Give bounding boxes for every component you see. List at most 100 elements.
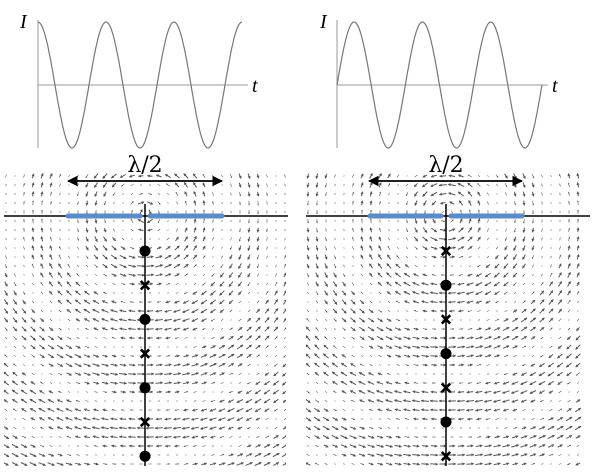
field-arrow <box>340 371 348 377</box>
field-arrow <box>112 283 116 285</box>
field-arrow <box>284 246 286 250</box>
field-arrow <box>92 435 100 439</box>
field-arrow <box>49 445 53 447</box>
field-arrow <box>119 264 127 268</box>
field-arrow <box>531 255 535 260</box>
field-arrow <box>110 309 118 313</box>
field-arrow <box>341 290 347 296</box>
field-arrow <box>559 246 561 250</box>
field-arrow <box>174 337 179 340</box>
field-arrow <box>358 317 366 323</box>
field-arrow <box>378 309 383 313</box>
field-arrow <box>239 191 242 197</box>
field-arrow <box>74 308 81 314</box>
field-arrow <box>4 354 8 358</box>
field-arrow <box>118 435 127 439</box>
field-arrow <box>360 254 364 260</box>
field-arrow <box>47 344 55 350</box>
field-arrow <box>414 200 418 206</box>
field-arrow <box>38 462 46 466</box>
field-arrow <box>4 371 9 377</box>
field-arrow <box>40 272 44 278</box>
field-arrow <box>64 417 73 421</box>
field-arrow <box>575 462 581 466</box>
field-arrow <box>201 345 207 349</box>
left-current-plot: I t <box>19 11 258 149</box>
field-arrow <box>412 282 420 286</box>
field-arrow <box>274 281 278 287</box>
field-arrow <box>210 281 216 287</box>
field-arrow <box>200 372 208 376</box>
field-arrow <box>266 355 268 357</box>
field-arrow <box>430 336 438 340</box>
field-arrow <box>156 282 162 286</box>
field-arrow <box>146 273 155 277</box>
field-arrow <box>360 245 364 251</box>
field-arrow <box>29 462 37 466</box>
field-arrow <box>322 353 329 359</box>
field-arrow <box>512 345 518 349</box>
field-arrow <box>421 462 430 466</box>
field-arrow <box>576 191 580 197</box>
field-arrow <box>110 372 119 376</box>
field-arrow <box>30 444 36 448</box>
field-arrow <box>130 193 134 195</box>
field-arrow <box>183 408 189 412</box>
field-arrow <box>538 380 546 386</box>
field-arrow <box>367 372 374 376</box>
field-arrow <box>550 175 552 177</box>
field-arrow <box>191 363 200 367</box>
field-arrow <box>137 264 146 268</box>
field-arrow <box>386 291 392 295</box>
field-arrow <box>340 380 348 386</box>
field-arrow <box>556 434 564 440</box>
field-arrow <box>369 282 373 286</box>
field-arrow <box>306 426 312 431</box>
field-arrow <box>493 453 502 457</box>
field-arrow <box>306 173 310 179</box>
field-arrow <box>172 435 181 439</box>
field-arrow <box>576 172 580 179</box>
field-arrow <box>175 191 179 196</box>
field-arrow <box>496 183 498 187</box>
field-arrow <box>281 452 286 458</box>
field-arrow <box>360 463 365 466</box>
field-arrow <box>13 363 17 367</box>
field-arrow <box>192 381 199 385</box>
field-arrow <box>512 462 519 466</box>
field-arrow <box>67 263 71 268</box>
field-arrow <box>57 281 63 287</box>
field-arrow <box>505 364 507 366</box>
field-arrow <box>174 245 180 251</box>
field-arrow <box>229 445 233 447</box>
field-arrow <box>575 399 581 403</box>
field-arrow <box>67 391 71 393</box>
field-arrow <box>512 317 519 323</box>
field-arrow <box>199 417 208 421</box>
field-arrow <box>485 264 491 268</box>
field-arrow <box>82 417 91 421</box>
field-arrow <box>256 245 260 251</box>
field-arrow <box>496 310 498 312</box>
field-arrow <box>257 364 259 366</box>
field-arrow <box>146 218 153 224</box>
field-arrow <box>413 182 419 188</box>
field-arrow <box>324 182 327 188</box>
field-arrow <box>41 373 43 375</box>
field-arrow <box>531 355 535 357</box>
field-arrow <box>57 363 64 367</box>
field-arrow <box>122 219 124 223</box>
field-arrow <box>284 183 286 187</box>
field-arrow <box>341 308 347 314</box>
field-arrow <box>369 253 373 260</box>
field-arrow <box>219 436 225 439</box>
field-arrow <box>257 282 259 286</box>
field-arrow <box>413 327 419 331</box>
field-arrow <box>413 381 419 384</box>
field-arrow <box>13 336 17 340</box>
field-arrow <box>369 172 373 179</box>
field-arrow <box>94 218 98 224</box>
field-arrow <box>192 462 198 466</box>
field-arrow <box>558 454 562 456</box>
field-arrow <box>273 326 279 332</box>
